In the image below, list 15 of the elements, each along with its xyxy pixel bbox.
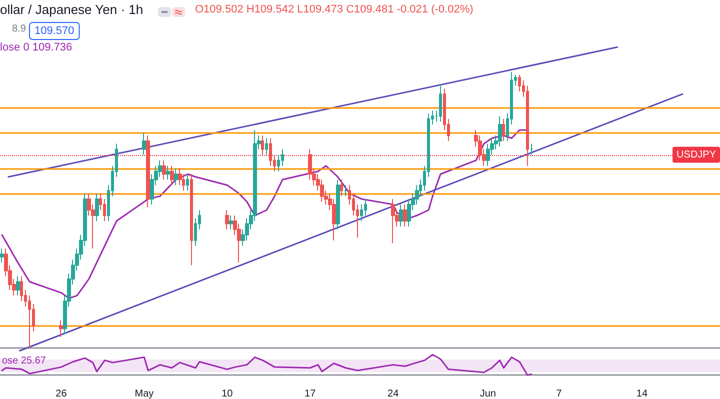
text: O109.502 H109.542 L109.473 C109.481 -0.021 (-0.02%) <box>195 4 474 16</box>
text: 8.9 <box>12 24 26 34</box>
x-tick-label: 14 <box>636 388 648 399</box>
x-tick-label: May <box>134 388 154 399</box>
x-tick-label: 17 <box>304 388 316 399</box>
x-tick-label: 10 <box>222 388 234 399</box>
chart-title: ollar / Japanese Yen · 1h <box>0 2 144 17</box>
text: 109.570 <box>34 25 74 37</box>
x-tick-label: Jun <box>480 388 496 399</box>
annotation: ose 25.67 <box>2 356 46 366</box>
x-tick-label: 24 <box>388 388 400 399</box>
x-tick-label: 7 <box>556 388 562 399</box>
ref-line-label: USDJPY <box>676 149 716 160</box>
x-tick-label: 26 <box>56 388 68 399</box>
text: lose 0 109.736 <box>0 42 72 54</box>
